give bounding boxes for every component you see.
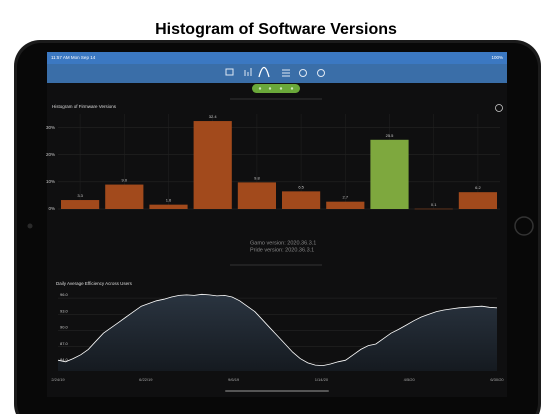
info-button[interactable] <box>495 104 503 112</box>
icon-histogram[interactable] <box>258 66 270 78</box>
y-tick-label: 0% <box>48 206 55 211</box>
bar <box>61 200 100 209</box>
y-tick-label: 87.0 <box>60 341 69 346</box>
pride-version: Pride version: 2020.36.3.1 <box>250 247 314 253</box>
y-tick-label: 30% <box>46 125 55 130</box>
status-time: 11:57 AM Mon Sep 14 <box>51 55 96 60</box>
bar <box>370 139 409 209</box>
area <box>58 294 497 371</box>
bar <box>105 184 144 209</box>
bar <box>149 204 188 209</box>
status-battery: 100% <box>491 55 503 60</box>
y-tick-label: 93.0 <box>60 308 69 313</box>
page-title: Histogram of Software Versions <box>155 21 397 38</box>
histogram-title: Histogram of Firmware Versions <box>52 104 117 109</box>
bar-label: 6.5 <box>298 184 304 189</box>
x-tick-label: 2/24/19 <box>51 377 65 382</box>
line-chart-title: Daily Average Efficiency Across Users <box>56 281 133 286</box>
bar <box>414 208 453 210</box>
bar <box>193 121 232 209</box>
y-tick-label: 20% <box>46 152 55 157</box>
icon-bars[interactable] <box>244 68 252 76</box>
x-tick-label: 6/22/19 <box>139 377 153 382</box>
charts: 0% 10% 20% 30% 3.3 9.0 1.6 32.4 9.8 6.5 2.7 25.5 0.1… <box>46 114 504 382</box>
bar-label: 3.3 <box>77 193 83 198</box>
bar-label: 9.0 <box>122 178 128 183</box>
x-tick-label: 1/14/20 <box>315 377 329 382</box>
bar-label: 9.8 <box>254 175 260 180</box>
bar <box>237 182 276 209</box>
line <box>57 293 498 367</box>
bar-label: 1.6 <box>166 198 172 203</box>
bar-label: 2.7 <box>343 195 349 200</box>
bar-label: 32.4 <box>209 114 218 119</box>
toolbar-icons <box>225 66 325 78</box>
toolbar <box>47 64 507 83</box>
y-tick-label: 90.0 <box>60 325 69 330</box>
bar-label: 0.1 <box>431 202 437 207</box>
x-tick-label: 6/30/20 <box>490 377 504 382</box>
bar-label: 6.2 <box>475 185 481 190</box>
bar <box>282 191 321 209</box>
gamo-version: Gamo version: 2020.36.3.1 <box>250 240 316 246</box>
icon-user[interactable] <box>317 69 325 77</box>
bar <box>458 192 497 209</box>
bar-label: 25.5 <box>386 133 395 138</box>
camera <box>27 223 33 229</box>
bar <box>326 201 365 209</box>
y-tick-label: 96.0 <box>60 292 69 297</box>
page-dots <box>258 87 294 90</box>
x-tick-label: 9/6/19 <box>228 377 240 382</box>
icon-calendar[interactable] <box>225 68 234 76</box>
home-indicator <box>225 390 329 392</box>
y-tick-label: 10% <box>46 179 55 184</box>
page-indicator[interactable] <box>252 84 300 93</box>
icon-filter[interactable] <box>282 69 290 77</box>
home-button[interactable] <box>514 216 534 236</box>
icon-settings[interactable] <box>299 69 307 77</box>
status-bar <box>47 52 507 64</box>
y-tick-label: 84.0 <box>60 357 69 362</box>
x-tick-label: 4/5/20 <box>404 377 416 382</box>
